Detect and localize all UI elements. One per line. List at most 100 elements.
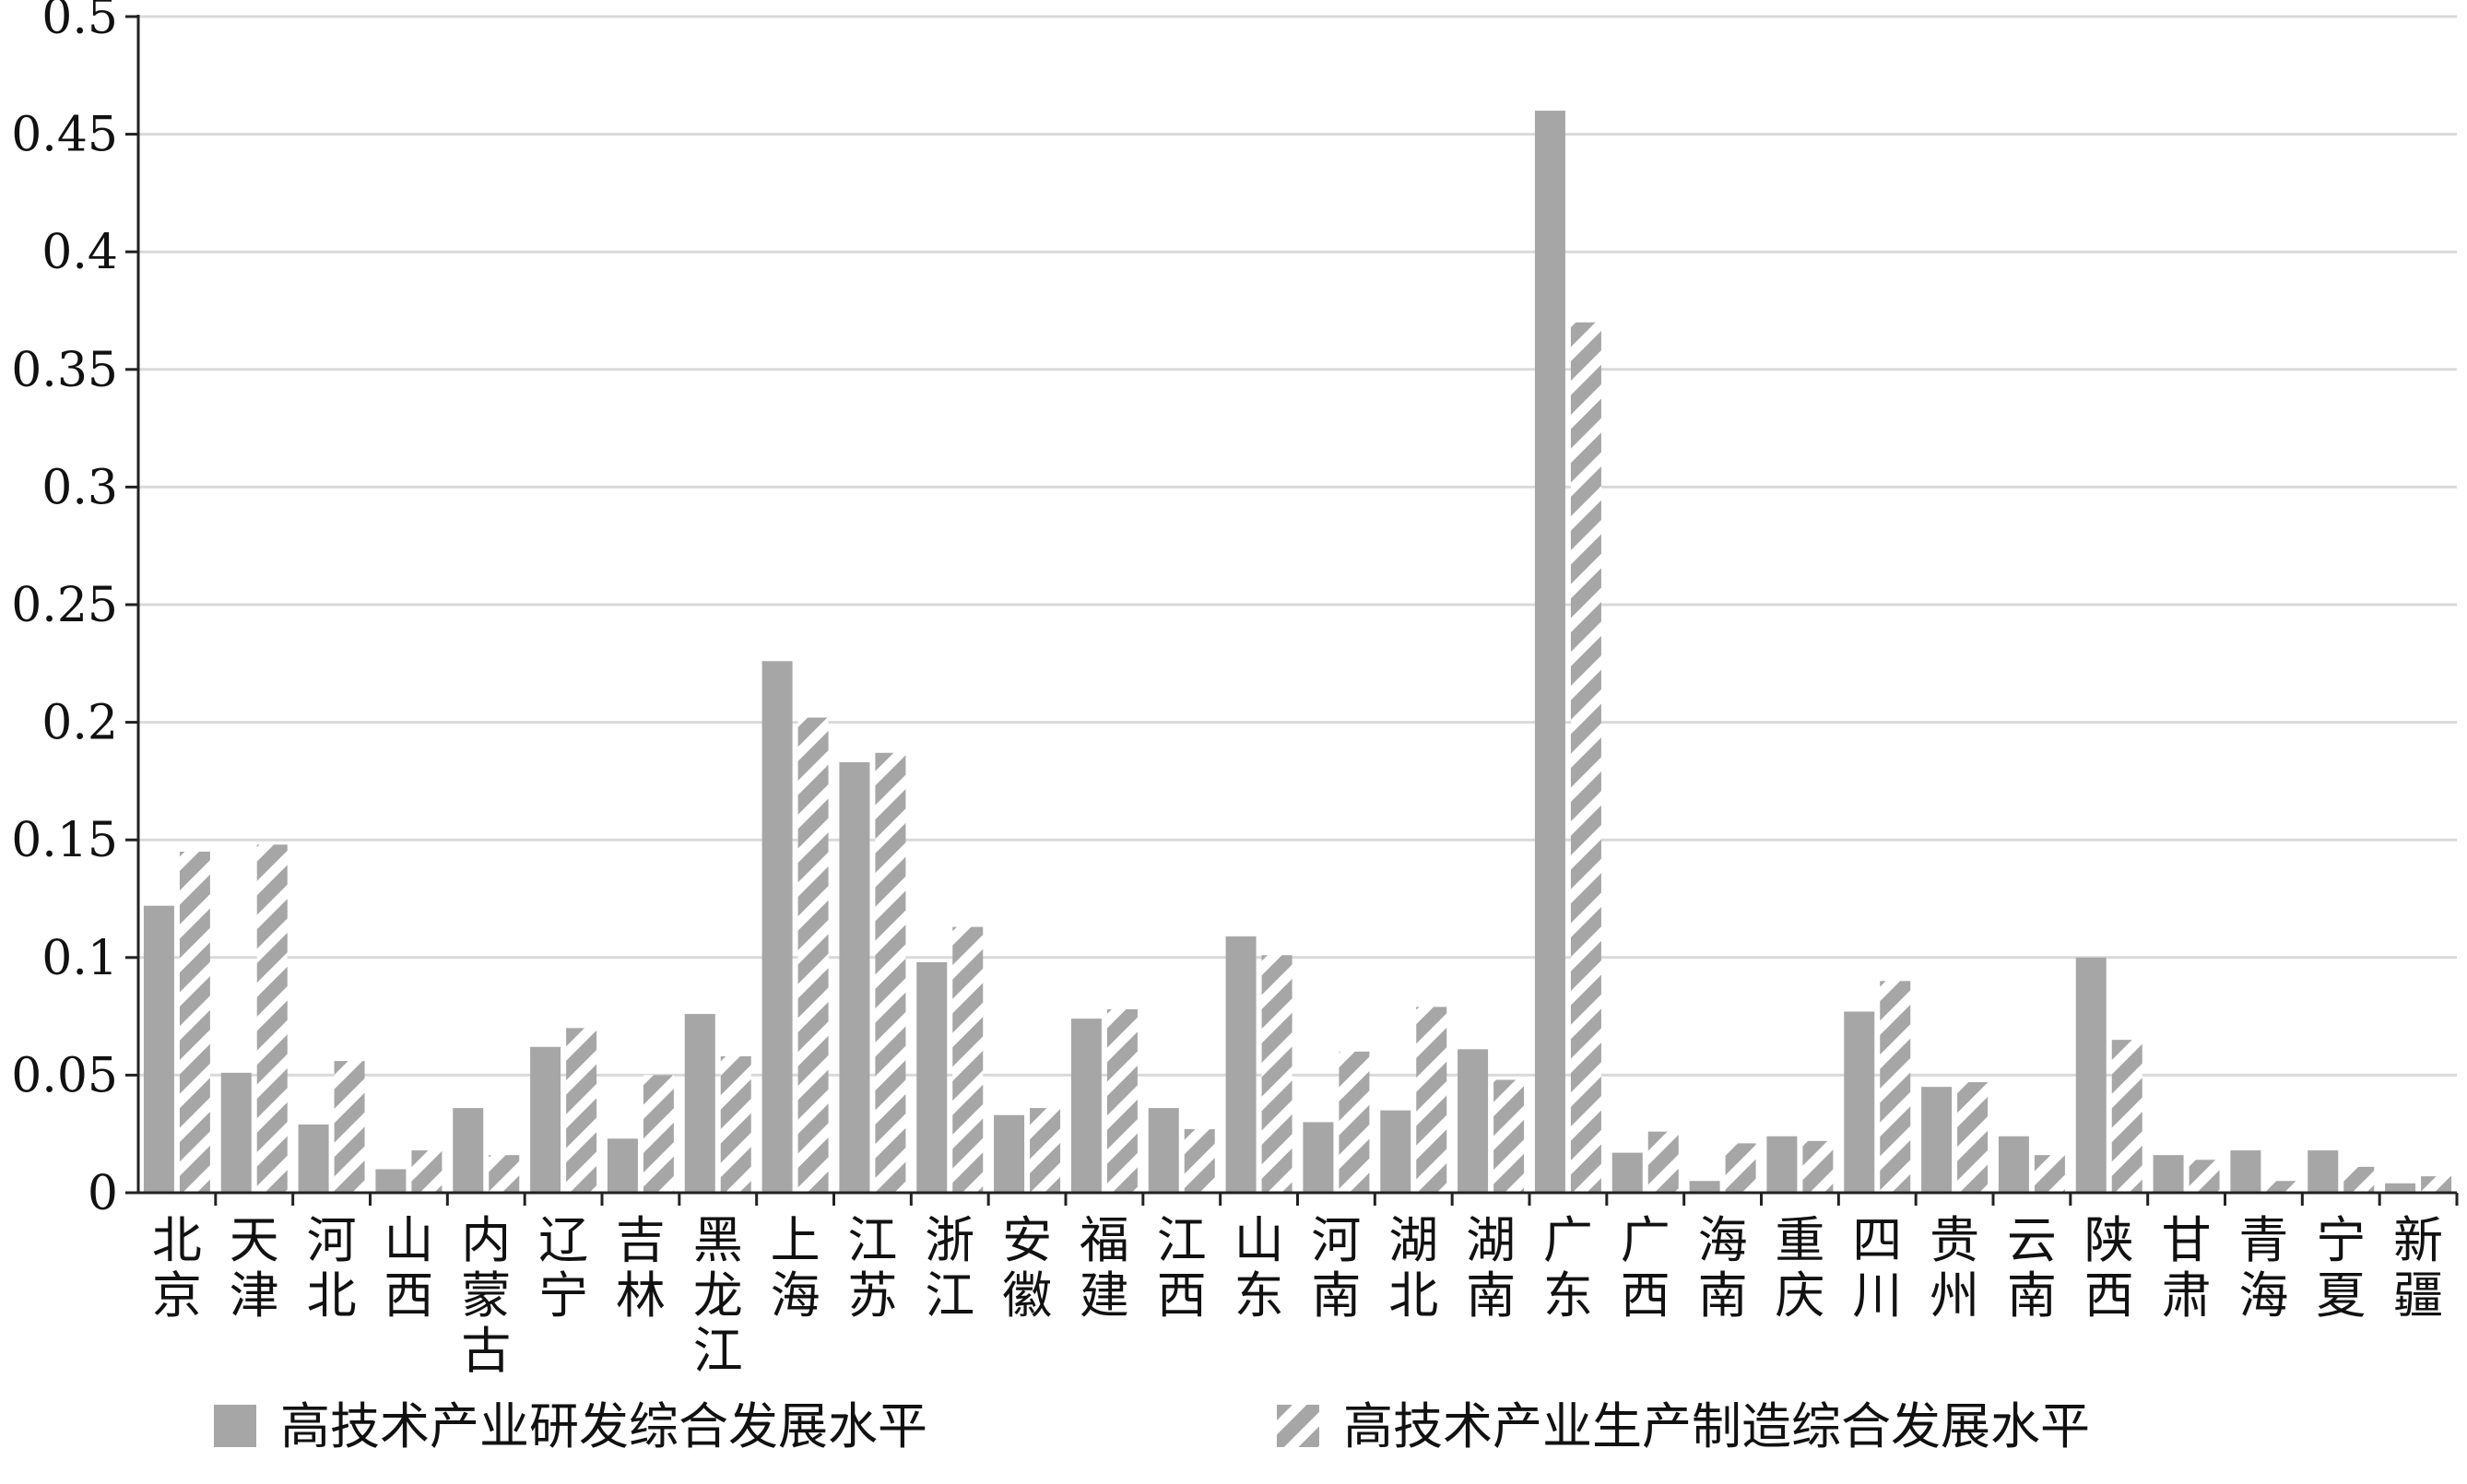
x-category-label: 北京 [152, 1211, 202, 1325]
bar-rd-21 [1766, 1136, 1798, 1193]
legend: 高技术产业研发综合发展水平 高技术产业生产制造综合发展水平 [214, 1397, 2090, 1455]
x-category-label: 内蒙古 [461, 1211, 511, 1380]
x-category-label: 吉林 [616, 1211, 666, 1325]
x-category-label: 江苏 [847, 1211, 897, 1325]
bar-rd-25 [2075, 957, 2107, 1193]
x-category-label: 浙江 [925, 1211, 974, 1325]
bar-rd-16 [1380, 1110, 1411, 1193]
x-category-label: 山西 [384, 1211, 433, 1325]
bar-rd-20 [1689, 1181, 1720, 1193]
gridlines [138, 15, 2457, 1077]
x-category-label: 四川 [1852, 1211, 1902, 1325]
bar-mfg-10 [952, 926, 984, 1193]
x-category-label: 重庆 [1775, 1211, 1824, 1325]
bars [143, 111, 2452, 1194]
bar-mfg-17 [1493, 1079, 1525, 1193]
bar-rd-15 [1303, 1122, 1334, 1193]
bar-mfg-3 [411, 1150, 443, 1193]
bar-rd-2 [298, 1124, 329, 1193]
bar-mfg-1 [256, 844, 288, 1193]
bar-rd-7 [684, 1014, 715, 1193]
bar-mfg-13 [1184, 1129, 1215, 1193]
bar-mfg-5 [566, 1028, 597, 1193]
bar-rd-4 [453, 1108, 484, 1193]
bar-mfg-12 [1106, 1008, 1138, 1193]
bar-mfg-11 [1030, 1108, 1061, 1193]
y-tick-label: 0.3 [41, 460, 118, 515]
bar-mfg-16 [1416, 1007, 1447, 1193]
bar-mfg-20 [1725, 1143, 1756, 1193]
bar-rd-17 [1458, 1049, 1489, 1193]
x-category-label: 黑龙江 [693, 1211, 743, 1380]
bar-rd-19 [1611, 1152, 1643, 1193]
x-category-label: 山东 [1234, 1211, 1284, 1325]
bar-rd-5 [530, 1046, 561, 1193]
bar-mfg-26 [2189, 1160, 2220, 1193]
bar-mfg-0 [179, 851, 210, 1193]
x-category-label: 广西 [1621, 1211, 1670, 1325]
bar-mfg-18 [1570, 322, 1601, 1193]
x-category-label: 青海 [2238, 1211, 2288, 1325]
y-tick-labels: 0 0.05 0.1 0.15 0.2 0.25 0.3 0.35 0.4 0.45 0.5 [11, 0, 118, 1221]
y-tick-label: 0.5 [41, 0, 118, 45]
y-tick-label: 0.35 [11, 343, 118, 398]
bar-rd-9 [839, 761, 870, 1193]
x-category-label: 甘肃 [2162, 1211, 2212, 1325]
bar-mfg-27 [2266, 1181, 2297, 1193]
x-category-label: 海南 [1698, 1211, 1748, 1325]
legend-label-mfg: 高技术产业生产制造综合发展水平 [1343, 1397, 2090, 1455]
x-category-label: 陕西 [2084, 1211, 2134, 1325]
x-category-label: 河南 [1311, 1211, 1361, 1325]
x-category-label: 安徽 [1002, 1211, 1052, 1325]
y-tick-label: 0 [88, 1166, 118, 1221]
x-category-label: 上海 [771, 1211, 820, 1325]
legend-swatch-rd [214, 1405, 256, 1447]
x-category-label: 新疆 [2393, 1211, 2443, 1325]
bar-rd-8 [761, 661, 793, 1193]
bar-rd-27 [2230, 1150, 2261, 1193]
y-tick-label: 0.25 [11, 578, 118, 633]
bar-rd-24 [1998, 1136, 2029, 1193]
x-category-label: 宁夏 [2316, 1211, 2366, 1325]
bar-rd-6 [607, 1138, 638, 1193]
y-tick-label: 0.05 [11, 1048, 118, 1103]
x-category-label: 湖北 [1388, 1211, 1438, 1325]
x-category-label: 天津 [230, 1211, 279, 1325]
bar-mfg-25 [2111, 1040, 2142, 1193]
bar-mfg-8 [797, 717, 829, 1193]
bar-rd-12 [1070, 1019, 1102, 1193]
bar-rd-13 [1148, 1108, 1179, 1193]
bar-mfg-4 [489, 1155, 520, 1193]
axes [125, 15, 2459, 1206]
y-tick-label: 0.15 [11, 813, 118, 868]
bar-rd-14 [1225, 936, 1257, 1193]
x-category-label: 辽宁 [538, 1211, 588, 1325]
bar-rd-22 [1844, 1011, 1875, 1193]
x-category-label: 江西 [1157, 1211, 1207, 1325]
y-tick-label: 0.4 [41, 225, 118, 280]
bar-rd-18 [1534, 111, 1565, 1194]
x-category-label: 贵州 [1930, 1211, 1979, 1325]
bar-rd-26 [2153, 1155, 2184, 1193]
bar-rd-3 [375, 1169, 407, 1193]
x-category-label: 云南 [2007, 1211, 2057, 1325]
bar-rd-11 [994, 1114, 1025, 1193]
bar-mfg-7 [720, 1055, 751, 1193]
bar-mfg-29 [2421, 1176, 2452, 1193]
bar-mfg-21 [1802, 1140, 1834, 1193]
bar-rd-28 [2308, 1150, 2339, 1193]
bar-rd-1 [220, 1072, 252, 1193]
bar-mfg-24 [2034, 1155, 2065, 1193]
bar-mfg-28 [2343, 1166, 2375, 1193]
bar-rd-29 [2385, 1183, 2416, 1193]
bar-mfg-6 [643, 1075, 674, 1193]
bar-rd-0 [143, 905, 174, 1193]
x-category-labels: 北京天津河北山西内蒙古辽宁吉林黑龙江上海江苏浙江安徽福建江西山东河南湖北湖南广东… [152, 1211, 2443, 1380]
y-tick-label: 0.1 [41, 931, 118, 986]
legend-label-rd: 高技术产业研发综合发展水平 [280, 1397, 927, 1455]
y-tick-label: 0.45 [11, 108, 118, 163]
bar-mfg-23 [1957, 1082, 1989, 1193]
bar-mfg-15 [1339, 1051, 1370, 1193]
y-tick-label: 0.2 [41, 696, 118, 751]
